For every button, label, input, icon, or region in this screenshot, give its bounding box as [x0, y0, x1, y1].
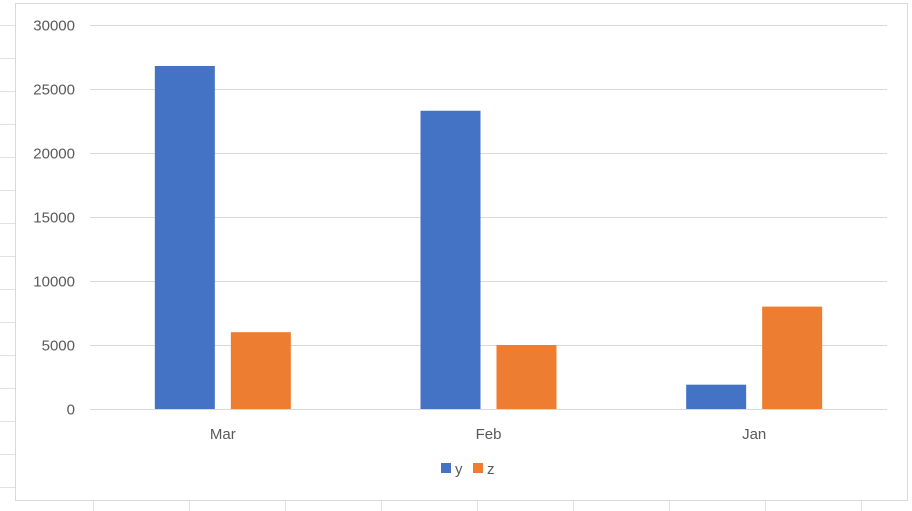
- bar-z-feb: [496, 345, 557, 409]
- bar-y-mar: [154, 65, 215, 410]
- x-tick-label: Feb: [476, 426, 502, 443]
- y-tick-label: 5000: [42, 338, 75, 355]
- legend-label-y: y: [455, 461, 463, 478]
- bar-y-jan: [686, 384, 747, 409]
- y-tick-label: 10000: [33, 274, 75, 291]
- x-tick-label: Mar: [210, 426, 236, 443]
- y-tick-label: 20000: [33, 146, 75, 163]
- y-tick-label: 15000: [33, 210, 75, 227]
- y-tick-label: 0: [67, 402, 75, 419]
- x-tick-label: Jan: [742, 426, 766, 443]
- y-tick-label: 25000: [33, 82, 75, 99]
- bar-chart: 0 5000 10000 15000 20000 25000 30000 Mar Feb Jan y…: [33, 18, 887, 478]
- legend-swatch-z: [473, 463, 483, 473]
- legend-label-z: z: [487, 461, 495, 478]
- chart-area[interactable]: 0 5000 10000 15000 20000 25000 30000 Mar Feb Jan y…: [15, 3, 908, 501]
- legend-swatch-y: [441, 463, 451, 473]
- y-tick-label: 30000: [33, 18, 75, 35]
- bar-y-feb: [420, 110, 481, 409]
- bar-z-mar: [230, 332, 291, 409]
- bar-z-jan: [762, 306, 823, 409]
